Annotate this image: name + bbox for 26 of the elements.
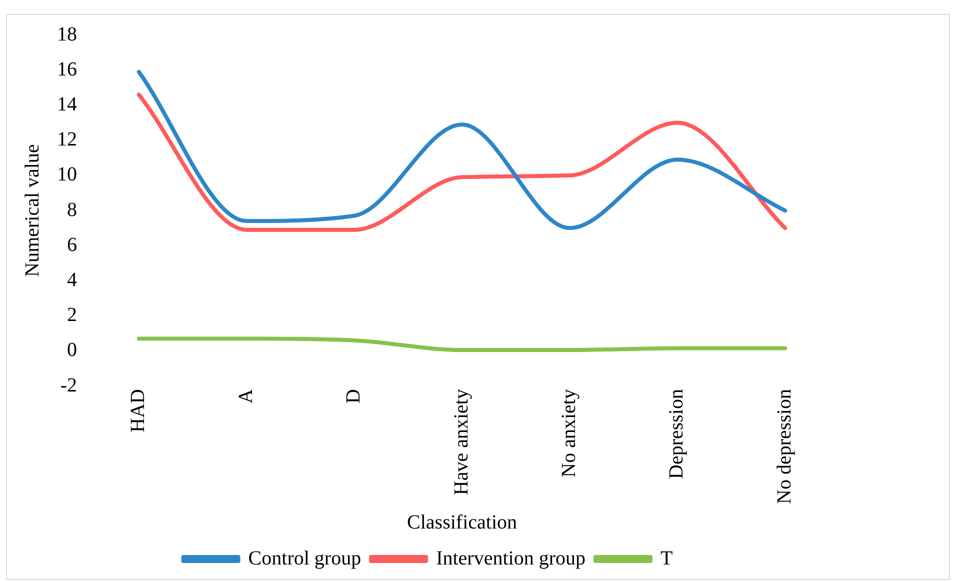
y-tick-label: 8 xyxy=(67,198,77,221)
y-tick-label: 10 xyxy=(57,164,77,186)
x-axis-title: Classification xyxy=(407,511,517,534)
legend-label: Control group xyxy=(248,547,362,570)
x-tick-label: D xyxy=(342,389,365,404)
x-tick-label: Have anxiety xyxy=(450,389,472,496)
x-tick-label: HAD xyxy=(127,389,150,432)
y-axis-title: Numerical value xyxy=(21,144,44,277)
y-tick-label: 4 xyxy=(67,268,77,291)
x-tick-label: No depression xyxy=(773,389,796,504)
y-tick-label: 16 xyxy=(57,58,77,80)
line-series xyxy=(136,92,788,232)
x-tick-label: No anxiety xyxy=(558,389,580,478)
legend-label: T xyxy=(660,547,673,570)
y-tick-label: 18 xyxy=(57,23,77,46)
y-tick-label: 2 xyxy=(67,304,77,326)
x-tick-label: Depression xyxy=(666,389,688,480)
y-tick-label: -2 xyxy=(60,374,77,396)
legend-label: Intervention group xyxy=(436,547,586,570)
y-tick-label: 12 xyxy=(57,128,77,151)
y-tick-label: 6 xyxy=(67,234,77,256)
line-series xyxy=(136,70,788,230)
y-tick-label: 14 xyxy=(57,93,77,116)
y-tick-label: 0 xyxy=(67,339,77,362)
line-series xyxy=(136,336,788,352)
x-tick-label: A xyxy=(234,388,257,404)
